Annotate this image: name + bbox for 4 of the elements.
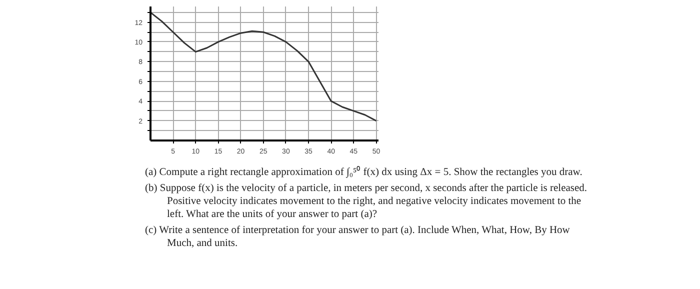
line-series — [150, 12, 377, 122]
text: (b) Suppose f(x) is the velocity of a particle, in meters per second, x seconds after the particle is released. Positive velocity indicates movement to the right, and negative velocity indicates movement to the left. What are the units of your answer to part (a)? — [145, 182, 588, 221]
text: (c) Write a sentence of interpretation for your answer to part (a). Include When, What, How, By How Much, and units. — [145, 224, 571, 250]
text: (a) Compute a right rectangle approximation of ∫₀⁵⁰ f(x) dx using Δx = 5. Show the rectangles you draw. — [145, 166, 584, 179]
